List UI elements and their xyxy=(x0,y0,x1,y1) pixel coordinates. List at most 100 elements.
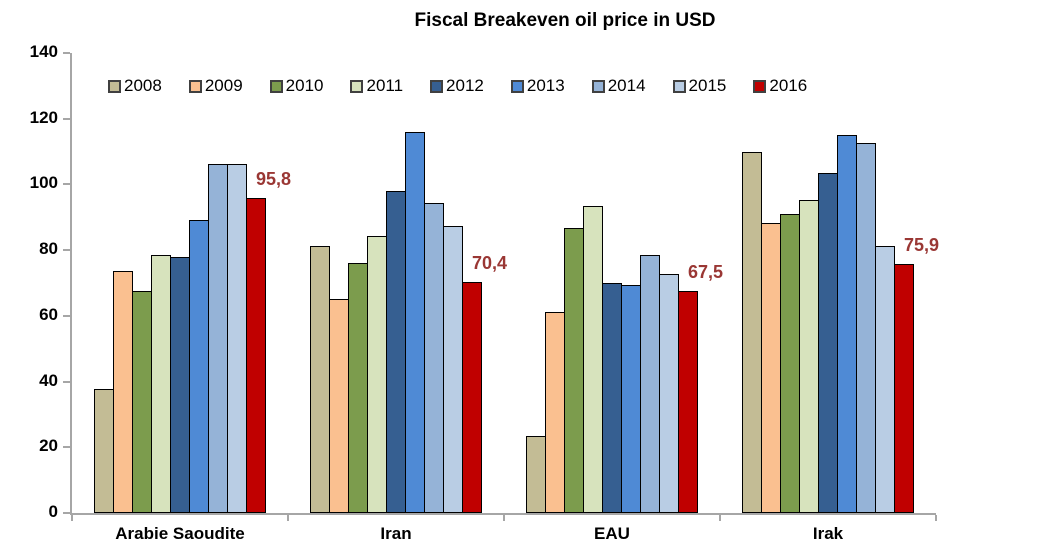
x-axis-tick xyxy=(287,515,289,521)
legend-label: 2013 xyxy=(526,76,565,95)
y-axis-label: 140 xyxy=(29,42,58,61)
bar-2009-iran xyxy=(329,299,349,513)
bar-2008-eau xyxy=(526,435,546,513)
y-axis-tick xyxy=(63,446,70,449)
legend-label: 2012 xyxy=(446,76,484,95)
y-axis-label: 80 xyxy=(39,239,58,259)
bar-2012-irak xyxy=(818,173,838,513)
bar-2015-irak xyxy=(875,245,895,513)
bar-2013-eau xyxy=(621,285,641,513)
bar-2014-eau xyxy=(640,255,660,513)
bar-2011-irak xyxy=(799,199,819,513)
legend-swatch-icon xyxy=(430,79,444,93)
data-label-2016: 70,4 xyxy=(472,252,508,273)
data-label-2016: 75,9 xyxy=(904,234,940,255)
y-axis-label: 40 xyxy=(39,370,58,390)
legend-item-2014: 2014 xyxy=(591,76,646,96)
y-axis-tick xyxy=(63,314,70,317)
bar-2009-irak xyxy=(761,223,781,513)
legend-swatch-icon xyxy=(350,79,364,93)
bar-2010-irak xyxy=(780,214,800,513)
legend-item-2015: 2015 xyxy=(672,76,727,96)
bar-group-iran: 70,4 xyxy=(288,53,508,513)
bar-2016-irak xyxy=(894,263,914,513)
y-axis-label: 100 xyxy=(29,173,58,193)
bar-2011-arabie-saoudite xyxy=(151,255,171,513)
legend-swatch-icon xyxy=(672,79,686,93)
data-label-2016: 67,5 xyxy=(688,262,724,283)
legend-swatch-icon xyxy=(591,79,605,93)
legend-item-2011: 2011 xyxy=(350,76,403,96)
plot-area: 95,8 70,4 67,5 75,9 0 20 40 60 80 100 120 140 Arabi… xyxy=(30,42,940,543)
legend-swatch-icon xyxy=(108,79,121,93)
y-axis-label: 20 xyxy=(39,436,58,456)
legend-label: 2014 xyxy=(607,76,646,95)
y-axis-tick xyxy=(63,52,70,54)
legend-item-2009: 2009 xyxy=(188,76,243,96)
legend: 2008 2009 2010 2011 2012 2013 2014 2015 2016 xyxy=(108,76,807,96)
x-category-label: Arabie Saoudite xyxy=(115,524,245,543)
bar-2011-eau xyxy=(583,205,603,513)
bar-2014-arabie-saoudite xyxy=(208,164,228,513)
legend-item-2008: 2008 xyxy=(108,76,162,96)
y-axis-tick xyxy=(63,117,70,120)
y-axis-label: 0 xyxy=(48,502,58,521)
bar-2015-arabie-saoudite xyxy=(227,164,247,513)
legend-label: 2008 xyxy=(124,76,162,95)
bar-2012-iran xyxy=(386,190,406,513)
x-axis-tick xyxy=(71,515,73,521)
bar-group-eau: 67,5 xyxy=(504,53,724,513)
data-label-2016: 95,8 xyxy=(256,169,292,190)
bar-2013-arabie-saoudite xyxy=(189,219,209,513)
bar-2010-iran xyxy=(348,263,368,513)
bar-2010-arabie-saoudite xyxy=(132,290,152,513)
legend-label: 2015 xyxy=(688,76,727,95)
legend-item-2016: 2016 xyxy=(753,76,807,96)
bar-groups: 95,8 70,4 67,5 75,9 xyxy=(72,53,940,513)
bar-group-arabie-saoudite: 95,8 xyxy=(72,53,292,513)
bar-2010-eau xyxy=(564,228,584,513)
bar-group-irak: 75,9 xyxy=(720,53,940,513)
legend-label: 2010 xyxy=(285,76,324,95)
bar-2013-irak xyxy=(837,135,857,513)
bar-2008-iran xyxy=(310,245,330,513)
legend-label: 2011 xyxy=(366,76,404,95)
legend-item-2012: 2012 xyxy=(430,76,484,96)
bar-2009-eau xyxy=(545,311,565,513)
bar-2012-arabie-saoudite xyxy=(170,257,190,513)
x-axis-tick xyxy=(503,515,505,521)
bar-2013-iran xyxy=(405,131,425,513)
bar-2012-eau xyxy=(602,282,622,513)
legend-item-2013: 2013 xyxy=(510,76,565,96)
bar-2008-arabie-saoudite xyxy=(94,389,114,513)
y-axis-tick xyxy=(63,249,70,252)
y-axis-label: 60 xyxy=(39,304,58,324)
x-axis-tick xyxy=(935,515,937,521)
x-category-label: EAU xyxy=(594,524,630,543)
bar-2011-iran xyxy=(367,236,387,513)
y-axis-tick xyxy=(63,380,70,383)
x-category-label: Iran xyxy=(380,524,412,543)
legend-swatch-icon xyxy=(510,79,524,93)
x-category-label: Irak xyxy=(812,524,844,543)
x-axis-tick xyxy=(719,515,721,521)
y-axis-tick xyxy=(63,183,70,186)
bar-2015-iran xyxy=(443,225,463,513)
y-axis-label: 120 xyxy=(29,107,58,127)
legend-item-2010: 2010 xyxy=(269,76,324,96)
y-axis-tick xyxy=(63,512,70,514)
bar-2008-irak xyxy=(742,151,762,513)
bar-2009-arabie-saoudite xyxy=(113,271,133,513)
legend-swatch-icon xyxy=(269,79,283,93)
legend-swatch-icon xyxy=(753,79,767,93)
bar-2016-iran xyxy=(462,281,482,513)
bar-2016-arabie-saoudite xyxy=(246,198,266,513)
legend-swatch-icon xyxy=(188,79,202,93)
chart-title: Fiscal Breakeven oil price in USD xyxy=(414,10,716,31)
bar-2014-irak xyxy=(856,142,876,513)
legend-label: 2016 xyxy=(769,76,808,95)
legend-label: 2009 xyxy=(204,76,243,95)
bar-2015-eau xyxy=(659,273,679,513)
bar-2014-iran xyxy=(424,202,444,513)
